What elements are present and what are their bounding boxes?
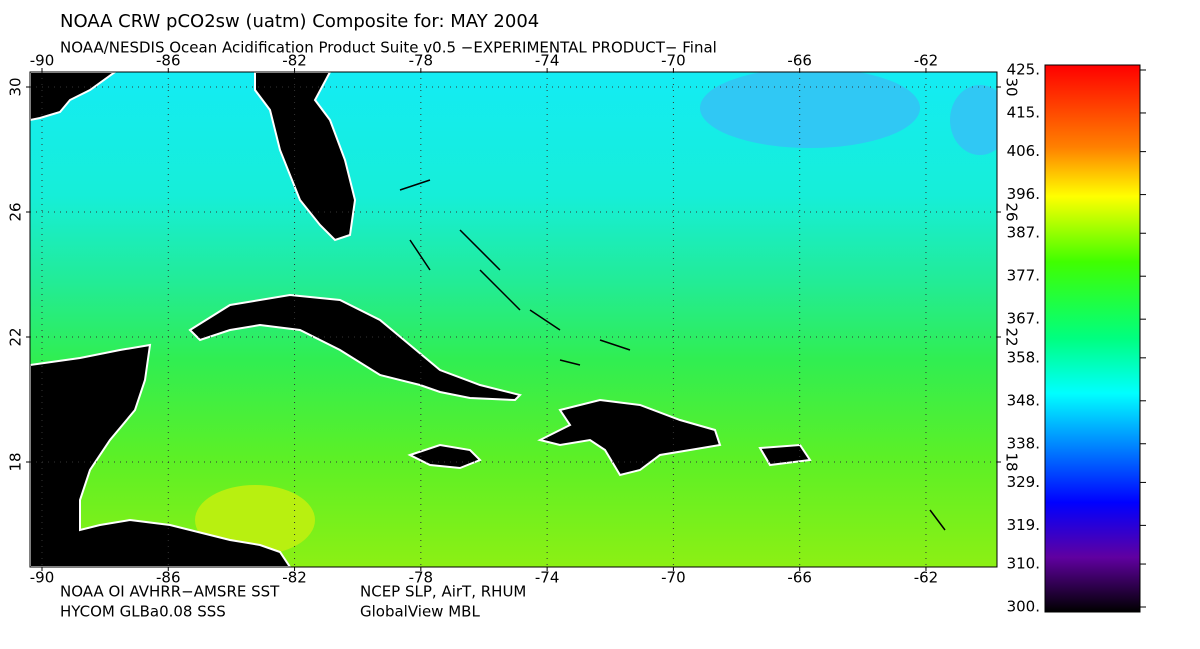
lat-label: 26 xyxy=(1003,202,1021,221)
colorbar-label: 415. xyxy=(1007,103,1040,121)
footer-text: HYCOM GLBa0.08 SSS xyxy=(60,603,226,621)
lon-label: -70 xyxy=(661,52,686,70)
lon-label: -78 xyxy=(409,52,434,70)
subtitle: NOAA/NESDIS Ocean Acidification Product … xyxy=(60,39,717,57)
lon-label: -66 xyxy=(787,52,812,70)
lat-label: 22 xyxy=(7,327,25,346)
ocean xyxy=(30,72,997,567)
map-frame xyxy=(29,71,998,568)
colorbar-label: 425. xyxy=(1007,61,1040,79)
colorbar-label: 387. xyxy=(1007,224,1040,242)
colorbar-label: 406. xyxy=(1007,142,1040,160)
lat-label: 30 xyxy=(1003,77,1021,96)
colorbar-label: 377. xyxy=(1007,267,1040,285)
lat-label: 18 xyxy=(7,452,25,471)
colorbar-label: 319. xyxy=(1007,516,1040,534)
colorbar-label: 358. xyxy=(1007,348,1040,366)
lon-label: -66 xyxy=(787,569,812,587)
footer-text: NCEP SLP, AirT, RHUM xyxy=(360,583,526,601)
colorbar-label: 396. xyxy=(1007,185,1040,203)
lon-label: -74 xyxy=(535,569,560,587)
lon-label: -86 xyxy=(156,569,181,587)
lon-label: -82 xyxy=(282,569,307,587)
colorbar-label: 310. xyxy=(1007,555,1040,573)
lon-label: -78 xyxy=(409,569,434,587)
lon-label: -90 xyxy=(30,569,55,587)
footer-text: NOAA OI AVHRR−AMSRE SST xyxy=(60,583,280,601)
lon-label: -70 xyxy=(661,569,686,587)
low-pco2-area xyxy=(700,72,920,148)
colorbar-label: 300. xyxy=(1007,598,1040,616)
lon-label: -62 xyxy=(914,52,939,70)
lat-label: 30 xyxy=(7,77,25,96)
lon-label: -82 xyxy=(282,52,307,70)
colorbar-label: 338. xyxy=(1007,434,1040,452)
lon-label: -62 xyxy=(914,569,939,587)
colorbar-label: 348. xyxy=(1007,391,1040,409)
lon-label: -86 xyxy=(156,52,181,70)
lat-label: 22 xyxy=(1003,327,1021,346)
colorbar xyxy=(1044,64,1141,613)
labels: -90 -90 -86 -86 -82 -82 -78 -78 -74 -74 -70 -70 -66 -… xyxy=(7,52,1146,616)
footer-text: GlobalView MBL xyxy=(360,603,480,621)
title: NOAA CRW pCO2sw (uatm) Composite for: MA… xyxy=(60,11,539,32)
lat-label: 18 xyxy=(1003,452,1021,471)
islands xyxy=(399,179,946,531)
map xyxy=(30,72,997,567)
lon-label: -74 xyxy=(535,52,560,70)
colorbar-label: 367. xyxy=(1007,310,1040,328)
lat-label: 26 xyxy=(7,202,25,221)
low-pco2-area xyxy=(950,85,997,155)
land xyxy=(30,72,812,567)
lon-label: -90 xyxy=(30,52,55,70)
colorbar-label: 329. xyxy=(1007,473,1040,491)
high-pco2-area xyxy=(195,485,315,555)
